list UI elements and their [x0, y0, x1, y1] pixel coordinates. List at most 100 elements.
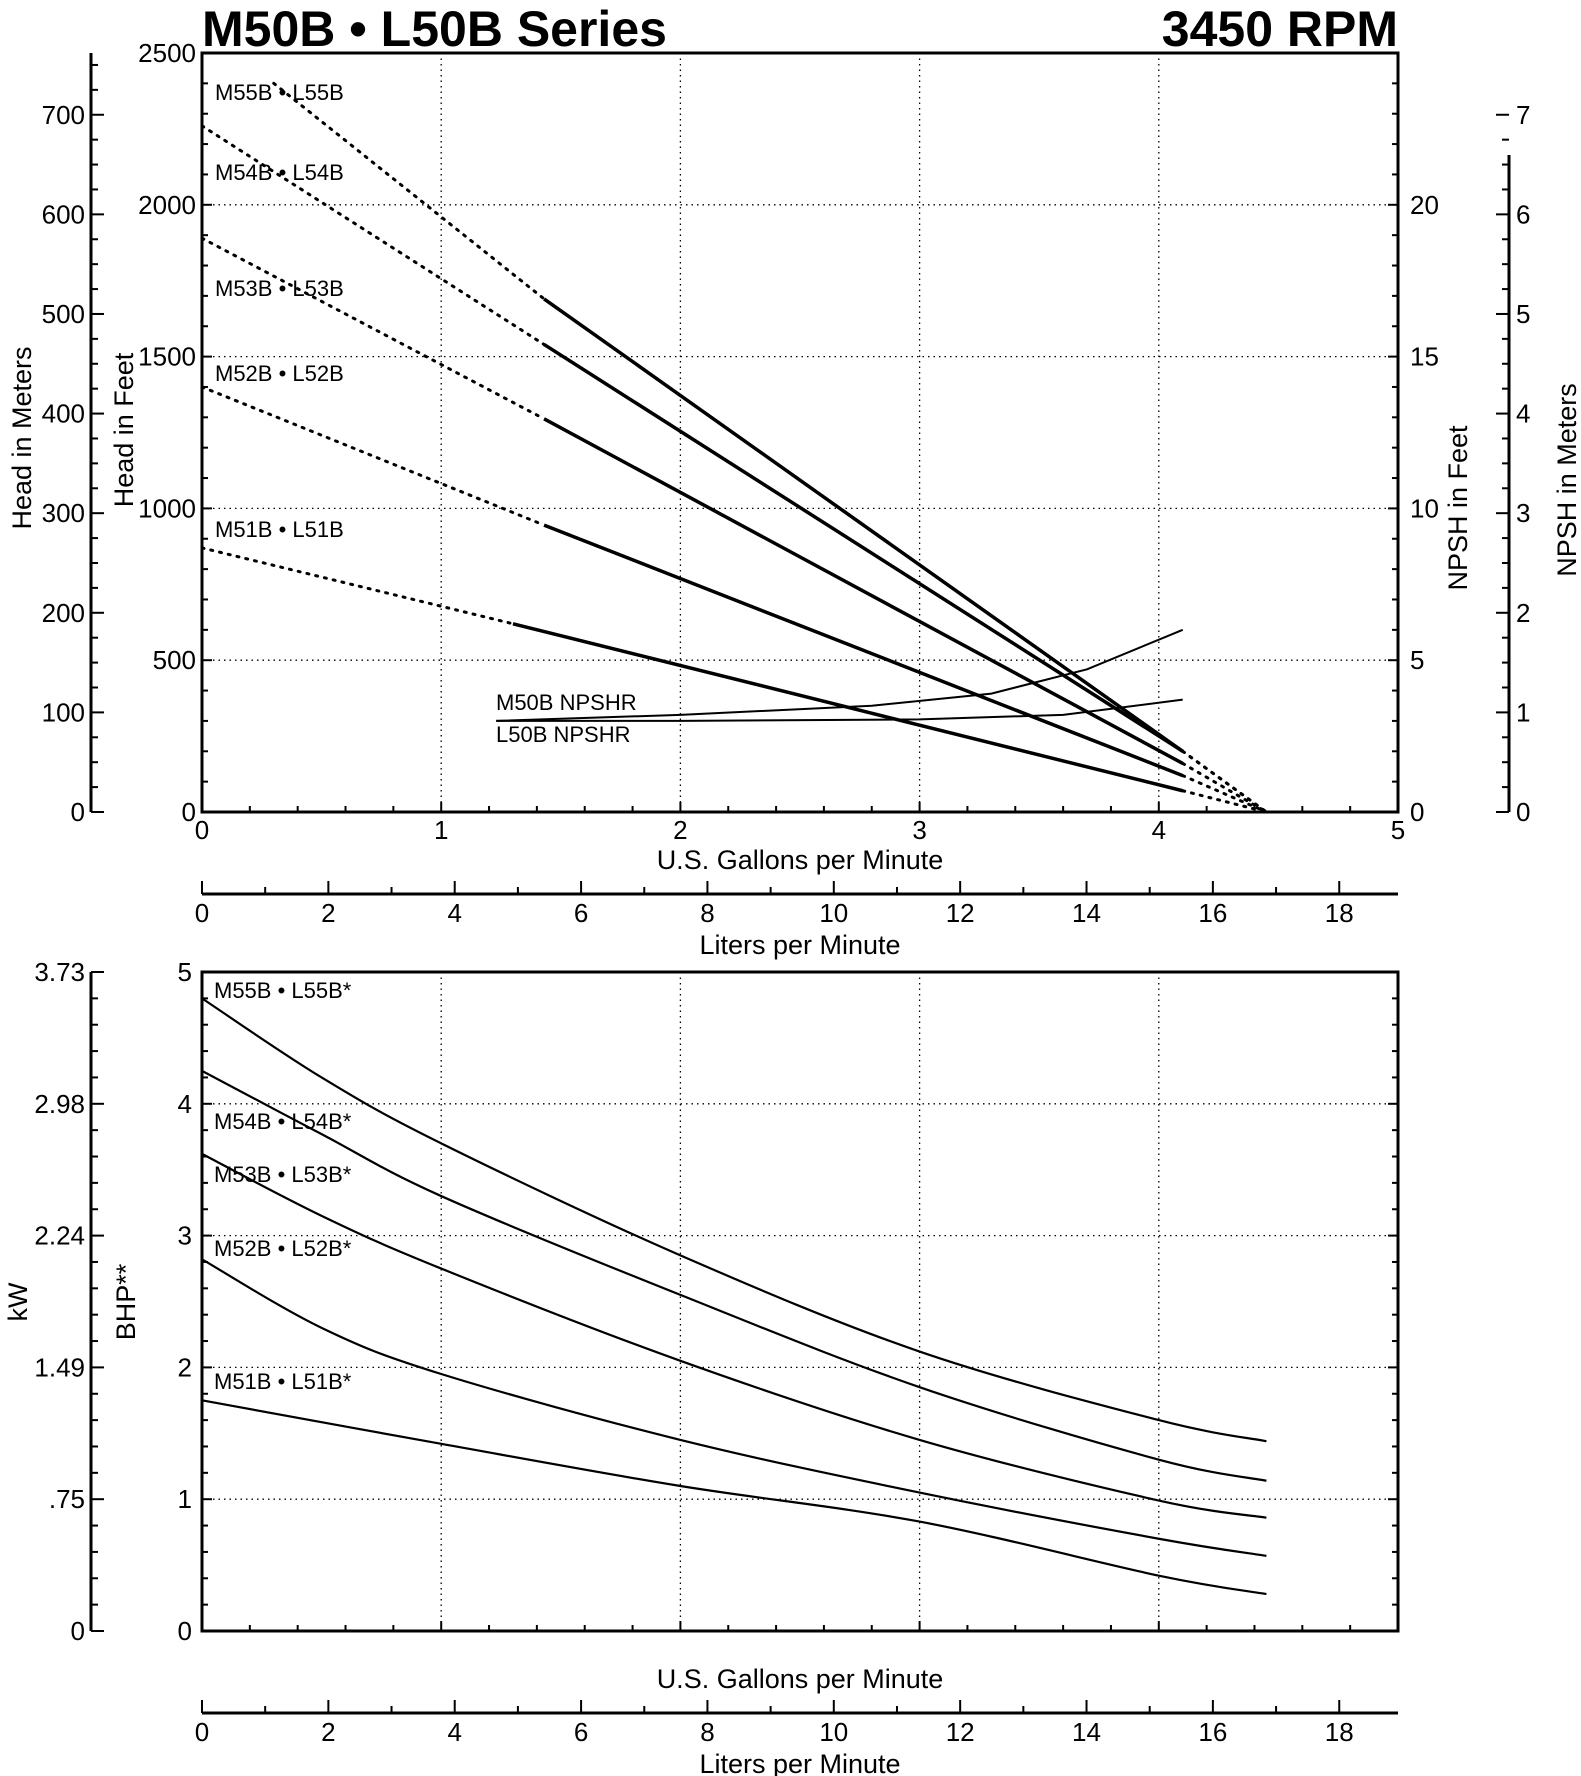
- head-curve-dotted-m51b-l51b: [200, 546, 515, 626]
- gpm-axis-label-top: U.S. Gallons per Minute: [657, 845, 944, 875]
- bhp-plot-frame: [200, 970, 1400, 1633]
- kw-tick-label: 3.73: [34, 957, 85, 987]
- bhp-series-label-m51b-l51b: M51B • L51B*: [214, 1369, 352, 1394]
- head-grid: [202, 53, 1398, 812]
- bhp-curve-m51b-l51b: [201, 1399, 1267, 1596]
- head-curve-tail-m52b-l52b: [1181, 774, 1268, 814]
- head-meters-tick-label: 700: [42, 100, 85, 130]
- bhp-tick-label: 3: [178, 1221, 192, 1251]
- lpm-axis-label-bottom: Liters per Minute: [699, 1749, 900, 1776]
- gpm-axis-label-bottom: U.S. Gallons per Minute: [657, 1664, 944, 1694]
- npsh-meters-tick-label: 5: [1516, 299, 1530, 329]
- head-curve-m53b-l53b: [543, 417, 1184, 765]
- bhp-tick-label: 0: [178, 1616, 192, 1646]
- kw-tick-label: 0: [71, 1616, 85, 1646]
- lpm-tick-label-bottom: 0: [195, 1717, 209, 1747]
- npshr-label-m50b: M50B NPSHR: [496, 690, 637, 715]
- gpm-tick-label-top: 5: [1391, 815, 1405, 845]
- gpm-tick-label-top: 0: [195, 815, 209, 845]
- bhp-curve-m53b-l53b: [201, 1152, 1267, 1519]
- lpm-tick-label-top: 16: [1198, 898, 1227, 928]
- npsh-meters-tick-label: 6: [1516, 199, 1530, 229]
- head-curve-tail-m51b-l51b: [1181, 789, 1268, 814]
- lpm-tick-label-top: 14: [1072, 898, 1101, 928]
- gpm-tick-label-top: 4: [1152, 815, 1166, 845]
- head-meters-label: Head in Meters: [7, 346, 37, 529]
- head-curve-tail-m55b-l55b: [1181, 749, 1268, 814]
- head-series-label-m52b-l52b: M52B • L52B: [215, 361, 344, 386]
- lpm-tick-label-top: 8: [700, 898, 714, 928]
- npsh-feet-label: NPSH in Feet: [1443, 425, 1473, 591]
- lpm-tick-label-bottom: 2: [321, 1717, 335, 1747]
- npsh-meters-tick-label: 0: [1516, 797, 1530, 827]
- kw-axis-label: kW: [3, 1282, 33, 1322]
- bhp-tick-label: 1: [178, 1484, 192, 1514]
- lpm-tick-label-bottom: 10: [819, 1717, 848, 1747]
- chart-title: M50B • L50B Series: [202, 1, 667, 57]
- head-feet-tick-label: 1500: [138, 342, 196, 372]
- lpm-tick-label-top: 2: [321, 898, 335, 928]
- npshr-curve-m50b-npshr: [496, 628, 1184, 722]
- bhp-curve-m54b-l54b: [201, 1069, 1267, 1482]
- head-series-label-m51b-l51b: M51B • L51B: [215, 517, 344, 542]
- head-curve-dotted-m52b-l52b: [200, 385, 546, 527]
- head-curve-dotted-m53b-l53b: [200, 236, 546, 421]
- bhp-series-label-m53b-l53b: M53B • L53B*: [214, 1162, 352, 1187]
- npshr-curve-l50b-npshr: [496, 698, 1183, 722]
- lpm-tick-label-top: 10: [819, 898, 848, 928]
- bhp-series-label-m54b-l54b: M54B • L54B*: [214, 1109, 352, 1134]
- lpm-tick-label-top: 18: [1325, 898, 1354, 928]
- lpm-tick-label-top: 4: [447, 898, 461, 928]
- head-meters-tick-label: 0: [71, 797, 85, 827]
- head-meters-tick-label: 400: [42, 399, 85, 429]
- gpm-tick-label-top: 1: [434, 815, 448, 845]
- bhp-tick-label: 4: [178, 1089, 192, 1119]
- lpm-tick-label-bottom: 14: [1072, 1717, 1101, 1747]
- lpm-tick-label-bottom: 16: [1198, 1717, 1227, 1747]
- head-meters-tick-label: 300: [42, 498, 85, 528]
- bhp-curves: M51B • L51B* M52B • L52B* M53B • L53B* M54B…: [201, 978, 1267, 1596]
- head-feet-tick-label: 0: [182, 797, 196, 827]
- lpm-tick-label-bottom: 12: [946, 1717, 975, 1747]
- lpm-axis-label-top: Liters per Minute: [699, 930, 900, 960]
- kw-tick-label: 2.24: [34, 1221, 85, 1251]
- lpm-tick-label-bottom: 6: [574, 1717, 588, 1747]
- head-series-label-m53b-l53b: M53B • L53B: [215, 276, 344, 301]
- npsh-meters-tick-label: 3: [1516, 498, 1530, 528]
- lpm-tick-label-top: 0: [195, 898, 209, 928]
- head-feet-label: Head in Feet: [109, 352, 139, 507]
- lpm-tick-label-bottom: 18: [1325, 1717, 1354, 1747]
- kw-tick-label: .75: [49, 1484, 85, 1514]
- head-feet-tick-label: 2000: [138, 190, 196, 220]
- npsh-feet-tick-label: 10: [1410, 493, 1439, 523]
- bhp-tick-label: 5: [178, 957, 192, 987]
- head-curve-dotted-m55b-l55b: [272, 81, 546, 301]
- bhp-curve-m55b-l55b: [201, 997, 1267, 1443]
- speed-label: 3450 RPM: [1162, 1, 1398, 57]
- head-curves: M51B • L51B M52B • L52B M53B • L53B M54B • …: [200, 80, 1268, 814]
- gpm-tick-label-top: 2: [673, 815, 687, 845]
- npsh-feet-tick-label: 5: [1410, 645, 1424, 675]
- head-curve-m55b-l55b: [543, 297, 1184, 753]
- npsh-meters-label: NPSH in Meters: [1552, 383, 1581, 577]
- bhp-series-label-m55b-l55b: M55B • L55B*: [214, 978, 352, 1003]
- head-meters-tick-label: 500: [42, 299, 85, 329]
- bhp-axis-label: BHP**: [111, 1263, 141, 1340]
- head-series-label-m54b-l54b: M54B • L54B: [215, 160, 344, 185]
- npsh-meters-tick-label: 1: [1516, 697, 1530, 727]
- npsh-feet-tick-label: 0: [1410, 797, 1424, 827]
- npsh-meters-tick-label: 4: [1516, 399, 1530, 429]
- head-feet-tick-label: 1000: [138, 493, 196, 523]
- npsh-meters-tick-label: 7: [1516, 100, 1530, 130]
- head-curve-tail-m54b-l54b: [1181, 749, 1268, 814]
- npsh-feet-tick-label: 20: [1410, 190, 1439, 220]
- bhp-tick-label: 2: [178, 1352, 192, 1382]
- kw-tick-label: 1.49: [34, 1352, 85, 1382]
- head-curve-m54b-l54b: [543, 342, 1184, 753]
- kw-tick-label: 2.98: [34, 1089, 85, 1119]
- bhp-series-label-m52b-l52b: M52B • L52B*: [214, 1236, 352, 1261]
- head-curve-dotted-m54b-l54b: [200, 124, 546, 346]
- npshr-label-l50b: L50B NPSHR: [496, 722, 631, 747]
